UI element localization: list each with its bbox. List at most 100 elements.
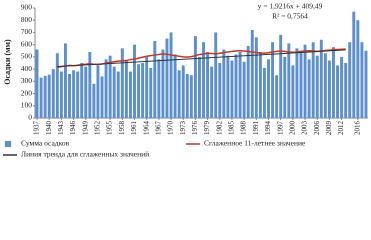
bar [173,54,177,118]
bar [177,70,181,118]
bar [165,38,169,118]
x-tick-label: 1958 [118,121,126,136]
bar [364,50,368,118]
bar [104,59,108,118]
bar [189,75,193,118]
bar [210,66,214,118]
x-tick-label: 2003 [301,121,309,136]
bar [96,65,100,118]
bar [336,65,340,118]
y-axis-label: Осадки (мм) [3,39,12,85]
bar [145,56,149,118]
bar [267,59,270,118]
bar [92,83,96,118]
bar [169,32,173,118]
bar [234,54,238,118]
x-tick-label: 2012 [337,121,345,136]
x-tick-label: 1964 [142,121,150,136]
bar [198,56,201,118]
bar [275,75,279,118]
bar [246,45,250,119]
y-tick-label: 0 [28,113,32,122]
bar [100,76,104,118]
line [57,49,346,68]
bar [202,42,205,118]
bar [344,63,348,118]
bar [55,53,59,118]
bar [76,71,80,118]
bar [254,37,258,119]
y-tick-label: 300 [21,76,33,85]
bar [43,75,47,118]
bar [352,11,356,119]
bar [88,52,92,118]
x-tick-label: 1976 [191,121,199,136]
x-tick-label: 1994 [264,121,272,136]
bar [283,56,287,118]
bar [68,74,71,118]
x-tick-label: 1991 [252,121,260,136]
bar [124,60,128,118]
bar [153,41,157,118]
x-tick-label: 1946 [69,121,77,136]
bar [230,60,234,118]
bar [311,42,315,118]
bar [242,61,246,118]
bar [222,49,226,118]
bar [323,53,327,118]
bar [271,42,275,118]
bar [149,67,153,118]
bar [279,34,283,119]
bar [193,36,197,118]
bar [238,52,242,118]
bar [51,69,55,118]
bar [59,71,63,118]
bar [84,66,88,118]
x-tick-label: 2006 [313,121,321,136]
bar [112,66,116,118]
y-tick-label: 100 [21,100,33,109]
bar [47,74,51,118]
bar [319,39,323,118]
bar [348,42,352,118]
bar [63,43,67,118]
bar [157,59,161,118]
x-tick-label: 1943 [57,121,65,136]
bar [295,48,299,119]
y-tick-label: 800 [21,15,33,24]
x-tick-label: 1988 [240,121,248,136]
bar [303,44,307,118]
bar [226,55,230,118]
y-tick-label: 500 [21,52,33,61]
bar [214,32,218,118]
bar [206,52,210,118]
x-tick-label: 1937 [33,121,41,136]
bar [258,52,262,118]
bar [218,63,222,118]
x-tick-label: 1961 [130,121,138,136]
page: {"chart_data": {"type": "bar", "y_label"… [2,1,368,159]
annotation: R² = 0,7564 [272,12,308,21]
bar [307,59,311,118]
x-tick-label: 1997 [276,121,284,136]
bar [120,48,124,119]
bar [185,74,189,118]
bar [161,49,165,118]
bar [299,50,303,118]
x-tick-label: 1970 [167,121,175,136]
bar [332,47,335,118]
legend-swatch [5,141,11,147]
bar [141,63,145,118]
bar [39,77,43,118]
x-tick-label: 1955 [106,121,114,136]
bar [181,65,185,118]
legend-label: Сумма осадков [21,139,70,148]
bar [80,63,84,118]
bar [72,70,76,118]
annotation: y = 1,9216x + 409,49 [258,2,323,11]
bar [315,55,319,118]
legend-label: Линия тренда для сглаженных значений [21,150,149,159]
y-tick-label: 200 [21,88,33,97]
chart: Осадки (мм) y = 1,9216x + 409,49 R² = 0,… [3,2,368,159]
y-tick-label: 700 [21,27,33,36]
